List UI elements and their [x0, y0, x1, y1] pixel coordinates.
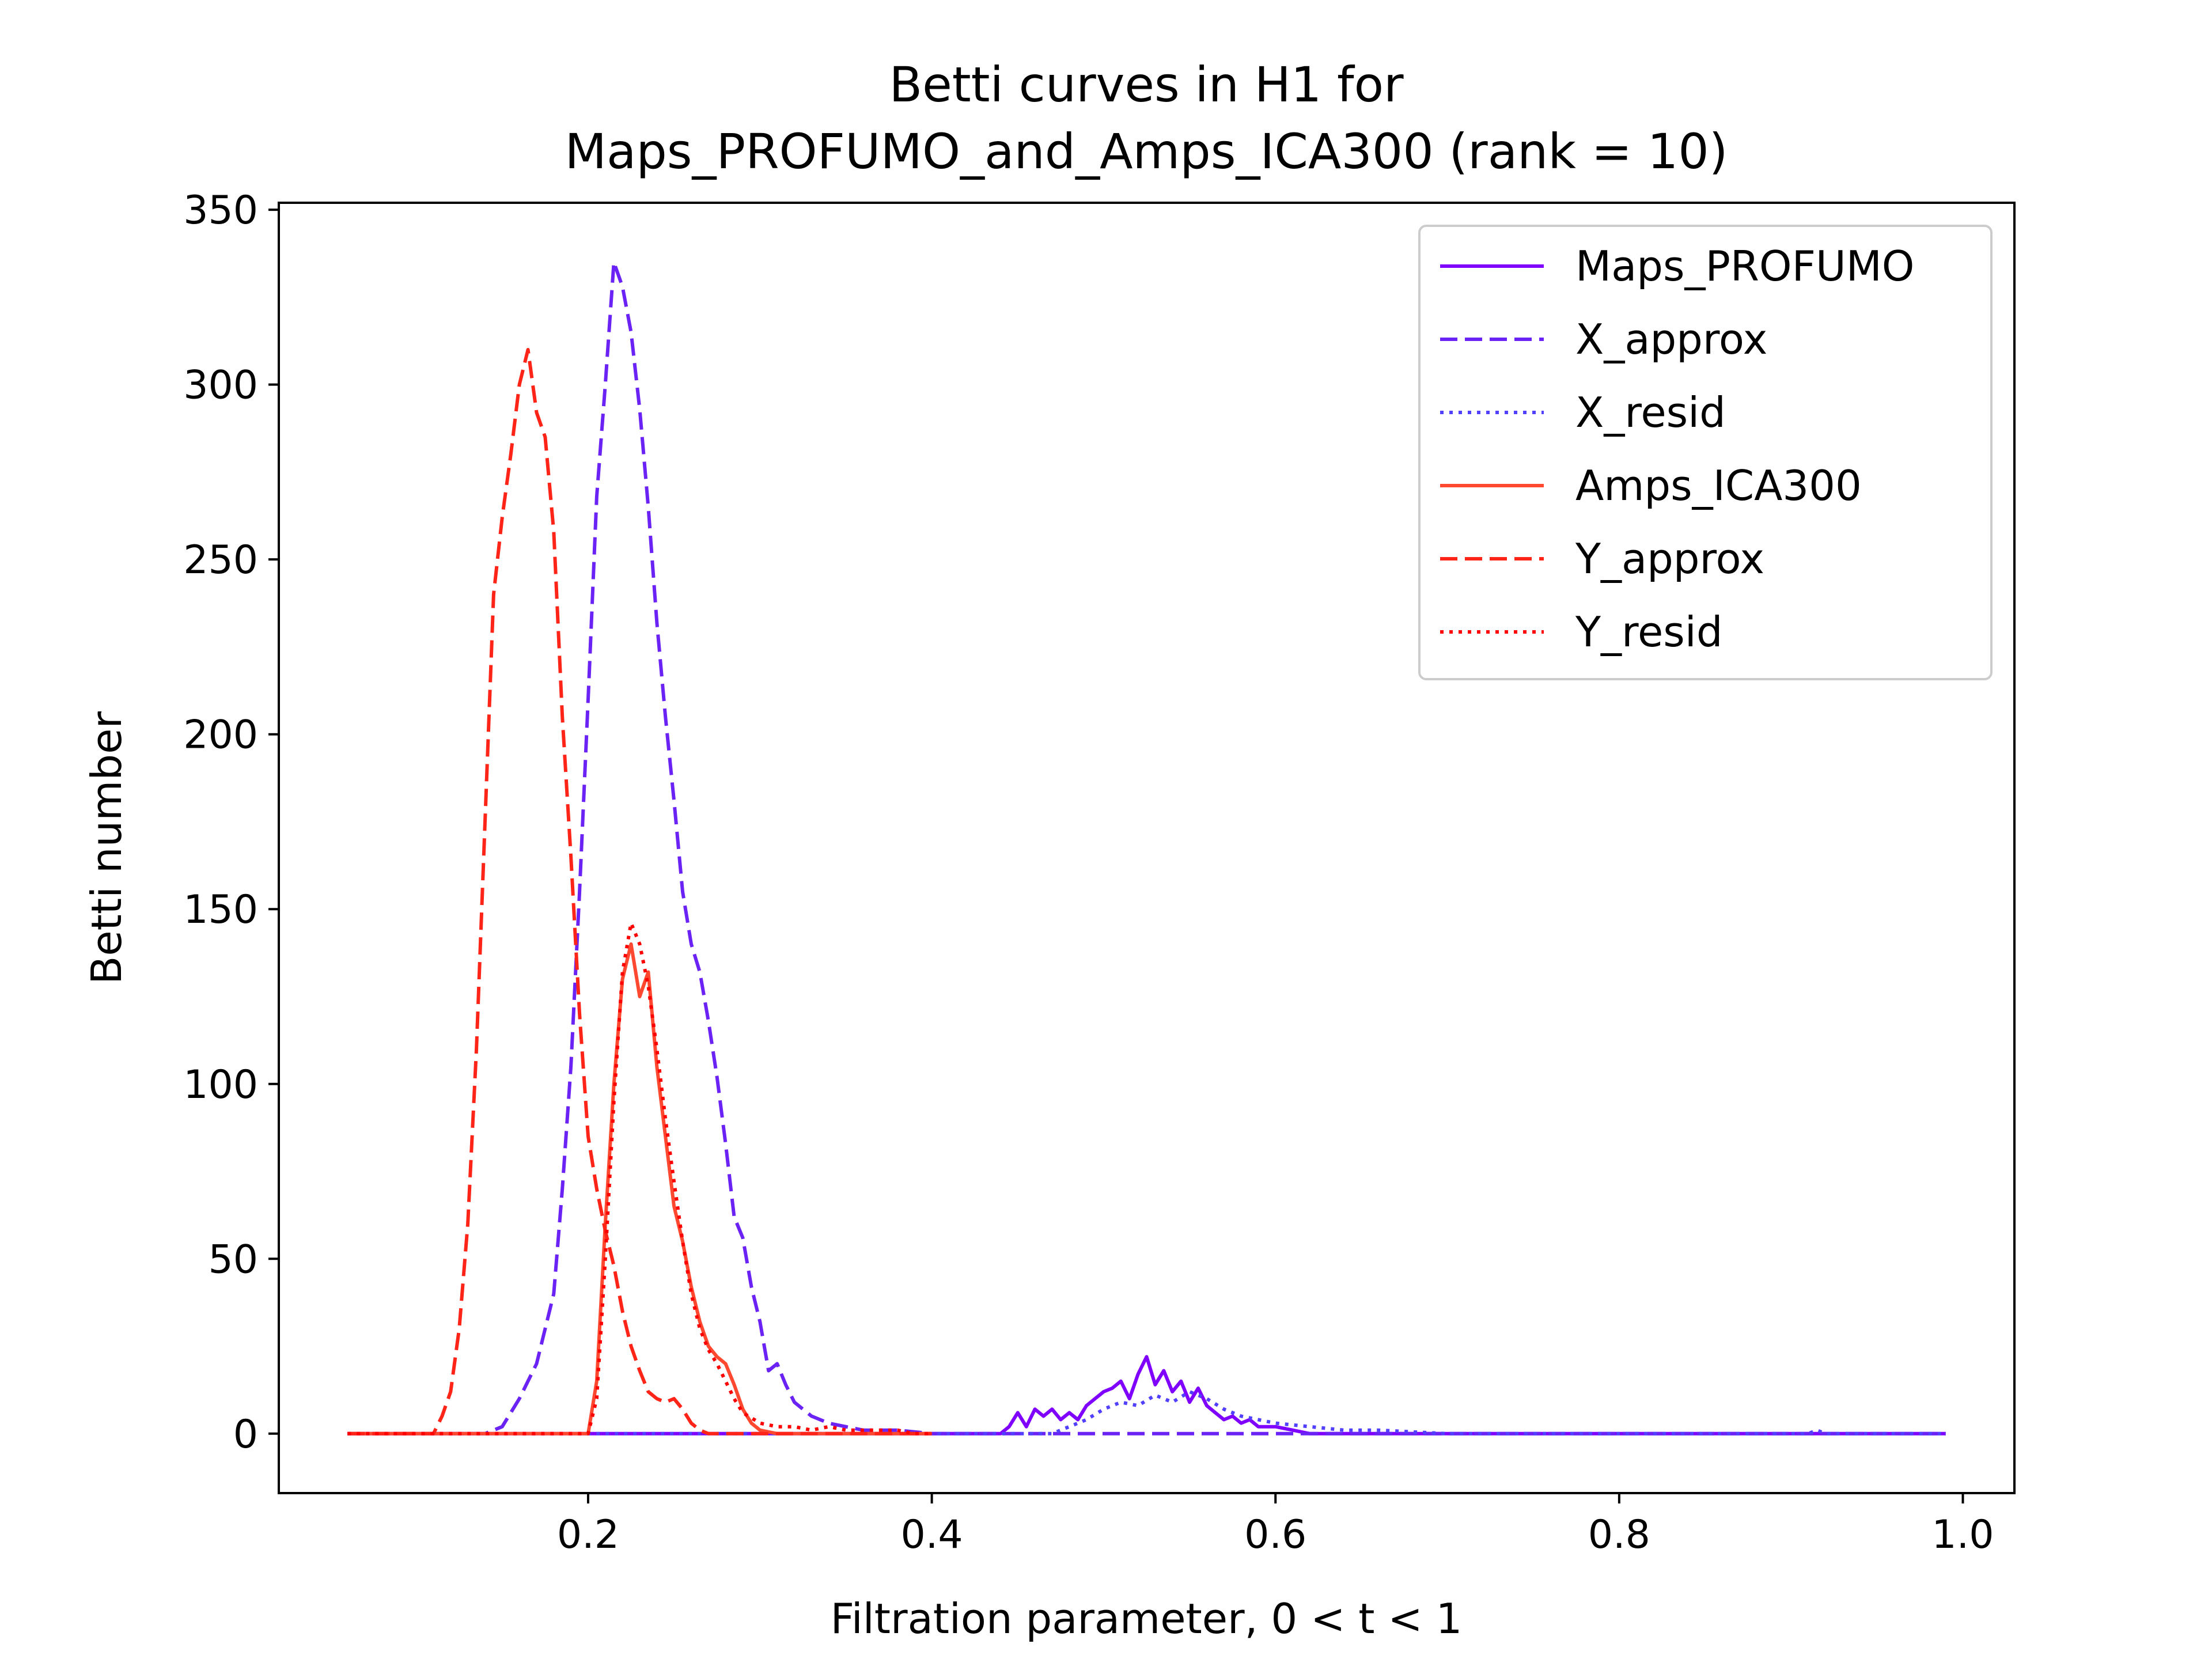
chart-title-line-2: Maps_PROFUMO_and_Amps_ICA300 (rank = 10) — [565, 123, 1728, 180]
y-tick-label: 250 — [183, 537, 258, 583]
x-tick-label: 0.4 — [901, 1512, 963, 1558]
x-tick-label: 1.0 — [1931, 1512, 1994, 1558]
legend-label: X_approx — [1575, 315, 1767, 363]
y-tick-label: 0 — [233, 1412, 258, 1457]
legend-box — [1418, 225, 1993, 680]
series-layer — [347, 260, 1946, 1435]
x-axis-label: Filtration parameter, 0 < t < 1 — [831, 1594, 1463, 1643]
y-axis-label: Betti number — [82, 711, 131, 984]
x-tick-label: 0.8 — [1588, 1512, 1650, 1558]
legend: Maps_PROFUMO X_approx X_resid Amps_ICA300 Y_… — [1418, 225, 1993, 680]
y-tick-label: 150 — [183, 887, 258, 933]
series-line-y-approx — [347, 348, 932, 1435]
series-line-x-resid — [347, 1390, 1946, 1435]
legend-label: Amps_ICA300 — [1575, 461, 1862, 510]
x-tick-label: 0.6 — [1244, 1512, 1306, 1558]
y-tick-label: 350 — [183, 188, 258, 233]
legend-label: Maps_PROFUMO — [1575, 242, 1914, 290]
legend-items: Maps_PROFUMO X_approx X_resid Amps_ICA300 Y_… — [1440, 242, 1914, 656]
y-tick-label: 300 — [183, 363, 258, 408]
x-tick-label: 0.2 — [557, 1512, 619, 1558]
x-axis-ticks: 0.2 0.4 0.6 0.8 1.0 — [557, 1493, 1994, 1558]
y-axis-ticks: 0 50 100 150 200 250 300 350 — [183, 188, 279, 1457]
legend-label: X_resid — [1575, 388, 1726, 437]
y-tick-label: 100 — [183, 1062, 258, 1108]
chart-title-line-1: Betti curves in H1 for — [889, 56, 1404, 113]
y-tick-label: 200 — [183, 713, 258, 758]
plot-area-frame — [278, 202, 2016, 1494]
legend-label: Y_approx — [1575, 535, 1764, 583]
series-line-amps-ica300 — [347, 942, 932, 1435]
legend-label: Y_resid — [1575, 608, 1723, 656]
y-tick-label: 50 — [208, 1237, 258, 1282]
series-line-x-approx — [347, 260, 1946, 1435]
series-line-maps-profumo — [347, 1355, 1946, 1435]
